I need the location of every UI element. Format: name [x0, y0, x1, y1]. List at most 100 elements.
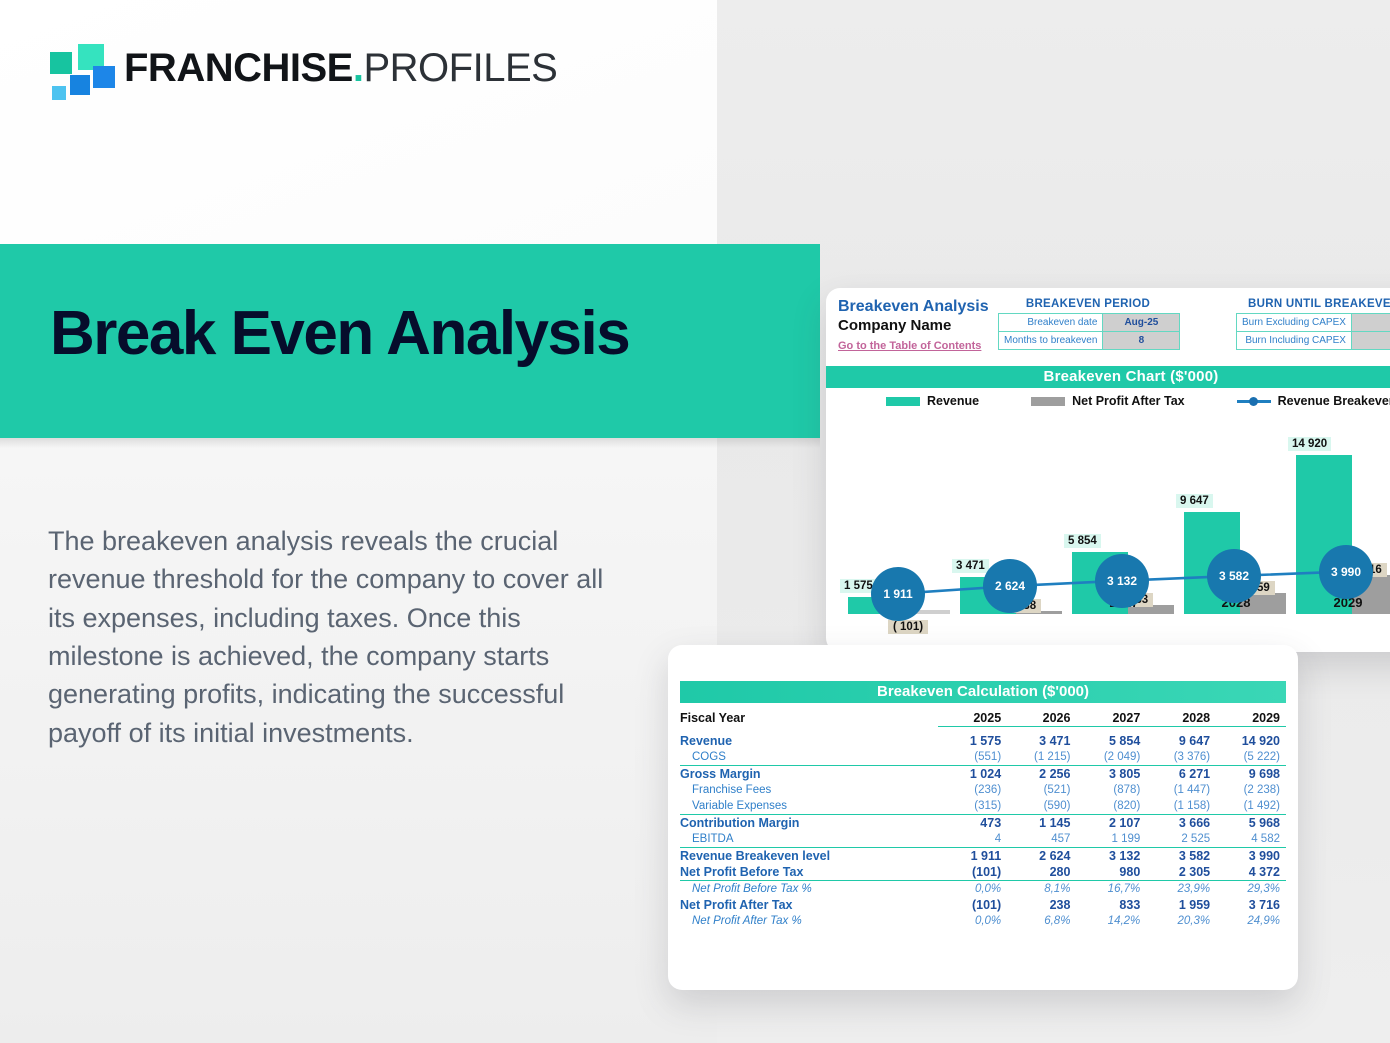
cell-2027: 14,2% [1107, 915, 1141, 927]
row-label: Net Profit After Tax [680, 898, 793, 912]
table-row: Net Profit Before Tax % 0,0% 8,1% 16,7% 23,9… [680, 881, 1286, 898]
months-to-breakeven-label: Months to breakeven [997, 331, 1104, 350]
cell-2026: 280 [1007, 864, 1077, 881]
months-to-breakeven-value: 8 [1102, 331, 1181, 350]
cell-2026: (521) [1043, 784, 1071, 796]
cell-2027: 3 805 [1109, 767, 1141, 781]
table-header-row: Fiscal Year 2025 2026 2027 2028 2029 [680, 710, 1286, 727]
cell-2028: (1 158) [1146, 798, 1217, 815]
cell-2028: (1 447) [1173, 784, 1211, 796]
burn-including-capex-value [1350, 331, 1390, 350]
cell-2026: 6,8% [1044, 915, 1071, 927]
table-of-contents-link[interactable]: Go to the Table of Contents [838, 340, 982, 353]
table-body: Revenue 1 575 3 471 5 854 9 647 14 920 COGS (55… [680, 733, 1286, 929]
cell-2028: 20,3% [1177, 915, 1211, 927]
burn-including-capex-label: Burn Including CAPEX [1236, 331, 1352, 350]
cell-2025: 1 911 [970, 849, 1002, 863]
burn-excluding-capex-value [1350, 313, 1390, 332]
cell-2025: 1 575 [969, 734, 1002, 748]
breakeven-bubble-2029: 3 990 [1319, 544, 1373, 599]
cell-2027: 5 854 [1109, 734, 1141, 748]
bar-label-net-profit-2025: ( 101) [888, 620, 929, 634]
legend-label-breakeven-level: Revenue Breakeven level [1277, 394, 1390, 408]
brand-logo[interactable]: FRANCHISE.PROFILES [46, 42, 558, 100]
legend-swatch-icon-net-profit [1031, 396, 1066, 406]
cell-2025: (551) [937, 749, 1008, 766]
cell-2025: (101) [971, 898, 1002, 912]
breakeven-date-value: Aug-25 [1102, 313, 1181, 332]
bar-net-profit-2027 [1120, 605, 1174, 614]
legend-label-net-profit: Net Profit After Tax [1072, 394, 1185, 408]
brand-wordmark: FRANCHISE.PROFILES [124, 46, 558, 90]
bar-label-revenue-2029: 14 920 [1288, 437, 1332, 452]
chart-legend: Revenue Net Profit After Tax Revenue Bre… [826, 388, 1390, 414]
bar-label-revenue-2025: 1 575 [840, 579, 877, 594]
table-row: COGS (551) (1 215) (2 049) (3 376) (5 222) [680, 749, 1286, 766]
column-header-2028: 2028 [1146, 710, 1217, 727]
cell-2025: 0,0% [974, 915, 1002, 927]
row-label: COGS [680, 749, 938, 766]
breakeven-period-group: BREAKEVEN PERIOD Breakeven date Aug-25 M… [997, 298, 1181, 350]
bar-label-revenue-2026: 3 471 [952, 559, 989, 574]
cell-2029: 24,9% [1247, 915, 1280, 927]
cell-2027: 833 [1119, 898, 1141, 912]
burn-excluding-capex-label: Burn Excluding CAPEX [1236, 313, 1352, 332]
cell-2027: (2 049) [1076, 749, 1147, 766]
cell-2028: 6 271 [1178, 767, 1211, 781]
logo-square-lightblue-small [52, 86, 66, 100]
cell-2029: 3 716 [1248, 898, 1280, 912]
legend-item-revenue-breakeven-level: Revenue Breakeven level [1236, 394, 1390, 408]
cell-2028: 3 666 [1178, 816, 1211, 830]
row-label: Gross Margin [680, 767, 761, 781]
chart-card-title: Breakeven Analysis [838, 298, 989, 315]
table-row: Months to breakeven 8 [997, 331, 1181, 350]
column-header-2027: 2027 [1076, 710, 1147, 727]
cell-2026: 2 256 [1039, 767, 1071, 781]
row-label: Revenue Breakeven level [680, 849, 831, 863]
legend-item-net-profit-after-tax: Net Profit After Tax [1031, 394, 1185, 408]
table-row: Revenue 1 575 3 471 5 854 9 647 14 920 [680, 733, 1286, 749]
cell-2027: (820) [1076, 798, 1147, 815]
bar-net-profit-2025 [896, 610, 950, 614]
hero-body-text: The breakeven analysis reveals the cruci… [48, 526, 604, 748]
table-band-title: Breakeven Calculation ($'000) [680, 681, 1286, 703]
breakeven-calculation-table: Fiscal Year 2025 2026 2027 2028 2029 Rev… [680, 710, 1286, 929]
row-label: EBITDA [680, 831, 938, 848]
hero-teal-band [0, 244, 820, 438]
cell-2029: (5 222) [1216, 749, 1286, 766]
table-row: Net Profit Before Tax (101) 280 980 2 305 4 3… [680, 864, 1286, 881]
row-label: Net Profit Before Tax [680, 864, 938, 881]
table-row: Breakeven date Aug-25 [997, 313, 1181, 332]
table-row: Franchise Fees (236) (521) (878) (1 447) (2 2… [680, 782, 1286, 798]
chart-card-header: Breakeven Analysis Company Name Go to th… [826, 288, 1390, 360]
cell-2029: 4 372 [1216, 864, 1286, 881]
breakeven-period-caption: BREAKEVEN PERIOD [1025, 298, 1151, 310]
cell-2025: 1 024 [969, 767, 1002, 781]
brand-name-dot: . [352, 46, 364, 90]
cell-2028: 1 959 [1178, 898, 1211, 912]
cell-2029: 9 698 [1248, 767, 1280, 781]
cell-2029: 3 990 [1248, 849, 1280, 863]
breakeven-bubble-2027: 3 132 [1095, 553, 1149, 608]
legend-line-marker-icon [1236, 396, 1271, 406]
breakeven-calculation-card: Breakeven Calculation ($'000) Fiscal Yea… [668, 645, 1298, 990]
cell-2025: (315) [937, 798, 1008, 815]
row-label: Revenue [680, 734, 733, 748]
table-row: Burn Including CAPEX [1236, 331, 1390, 350]
table-row: Revenue Breakeven level 1 911 2 624 3 132 3 … [680, 848, 1286, 865]
breakeven-bubble-2026: 2 624 [983, 559, 1037, 614]
cell-2027: (878) [1113, 784, 1141, 796]
table-row: Variable Expenses (315) (590) (820) (1 158)(… [680, 798, 1286, 815]
bar-label-revenue-2028: 9 647 [1176, 493, 1213, 508]
brand-name-bold: FRANCHISE [124, 46, 353, 90]
cell-2027: 980 [1076, 864, 1147, 881]
cell-2028: 2 305 [1146, 864, 1217, 881]
table-row: Net Profit After Tax % 0,0% 6,8% 14,2% 20,3%… [680, 913, 1286, 929]
cell-2026: 457 [1007, 831, 1077, 848]
cell-2028: 9 647 [1178, 734, 1211, 748]
cell-2027: 2 107 [1109, 816, 1141, 830]
chart-card-company: Company Name [838, 317, 952, 335]
burn-until-breakeven-caption: BURN UNTIL BREAKEVEN [1248, 298, 1390, 310]
table-row: Contribution Margin 473 1 145 2 107 3 666 5 9… [680, 815, 1286, 832]
